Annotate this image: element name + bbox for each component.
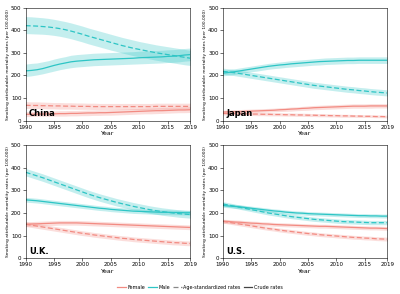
X-axis label: Year: Year bbox=[101, 269, 115, 274]
Text: U.S.: U.S. bbox=[226, 247, 245, 256]
Text: China: China bbox=[29, 109, 56, 118]
X-axis label: Year: Year bbox=[101, 131, 115, 136]
Legend: Female, Male, Age-standardized rates, Crude rates: Female, Male, Age-standardized rates, Cr… bbox=[116, 283, 284, 292]
X-axis label: Year: Year bbox=[298, 131, 312, 136]
X-axis label: Year: Year bbox=[298, 269, 312, 274]
Y-axis label: Smoking attributable mortality rates (per 100,000): Smoking attributable mortality rates (pe… bbox=[6, 9, 10, 120]
Y-axis label: Smoking attributable mortality rates (per 100,000): Smoking attributable mortality rates (pe… bbox=[6, 146, 10, 257]
Text: Japan: Japan bbox=[226, 109, 252, 118]
Y-axis label: Smoking attributable mortality rates (per 100,000): Smoking attributable mortality rates (pe… bbox=[203, 9, 207, 120]
Text: U.K.: U.K. bbox=[29, 247, 48, 256]
Y-axis label: Smoking attributable mortality rates (per 100,000): Smoking attributable mortality rates (pe… bbox=[203, 146, 207, 257]
